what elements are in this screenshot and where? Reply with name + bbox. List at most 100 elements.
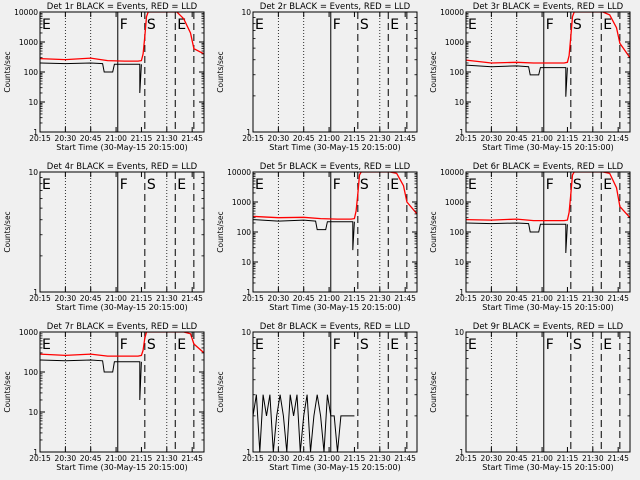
- y-tick-label: 10: [454, 328, 464, 337]
- x-tick-label: 20:45: [506, 454, 528, 463]
- event-marker-label: S: [573, 177, 582, 193]
- y-tick-label: 1: [33, 448, 38, 457]
- x-axis-label: Start Time (30-May-15 20:15:00): [56, 303, 187, 312]
- y-axis-label: Counts/sec: [429, 51, 438, 92]
- event-marker-label: S: [360, 337, 369, 353]
- event-marker-label: S: [360, 177, 369, 193]
- x-tick-label: 21:00: [531, 454, 553, 463]
- x-tick-label: 21:00: [105, 454, 127, 463]
- x-tick-label: 21:00: [318, 294, 340, 303]
- event-marker-label: F: [120, 337, 128, 353]
- x-tick-label: 21:45: [607, 294, 629, 303]
- event-marker-label: E: [177, 337, 186, 353]
- x-axis-label: Start Time (30-May-15 20:15:00): [482, 143, 613, 152]
- event-marker-label: E: [177, 177, 186, 193]
- y-axis-label: Counts/sec: [3, 211, 12, 252]
- x-tick-label: 21:30: [582, 454, 604, 463]
- panel-5: Det 5r BLACK = Events, RED = LLD E F S E 1 10 1…: [216, 162, 418, 312]
- plot-frame: [465, 331, 631, 453]
- panel-3: Det 3r BLACK = Events, RED = LLD E F S E 1 10 1…: [429, 2, 631, 152]
- y-tick-label: 1: [459, 288, 464, 297]
- x-tick-label: 21:45: [607, 134, 629, 143]
- series-line-events: [40, 359, 142, 401]
- y-tick-label: 1000: [445, 198, 464, 207]
- x-tick-label: 20:15: [455, 454, 477, 463]
- event-marker-label: S: [147, 177, 156, 193]
- y-tick-label: 100: [24, 68, 39, 77]
- event-marker-label: E: [255, 17, 264, 33]
- x-tick-label: 21:30: [156, 134, 178, 143]
- x-tick-label: 20:30: [268, 454, 290, 463]
- x-tick-label: 20:30: [481, 294, 503, 303]
- x-tick-label: 21:30: [582, 134, 604, 143]
- y-tick-label: 1: [246, 128, 251, 137]
- x-axis-label: Start Time (30-May-15 20:15:00): [482, 463, 613, 472]
- x-tick-label: 21:45: [607, 454, 629, 463]
- x-tick-label: 21:15: [557, 294, 579, 303]
- x-tick-label: 21:45: [394, 454, 416, 463]
- y-tick-label: 10000: [14, 8, 38, 17]
- x-tick-label: 21:30: [369, 134, 391, 143]
- event-marker-label: E: [468, 17, 477, 33]
- x-axis-label: Start Time (30-May-15 20:15:00): [56, 463, 187, 472]
- x-tick-label: 21:30: [156, 294, 178, 303]
- y-tick-label: 100: [24, 368, 39, 377]
- y-tick-label: 10000: [440, 8, 464, 17]
- x-tick-label: 20:15: [242, 294, 264, 303]
- event-marker-label: E: [177, 17, 186, 33]
- panel-title: Det 3r BLACK = Events, RED = LLD: [473, 2, 624, 12]
- event-marker-label: S: [360, 17, 369, 33]
- x-tick-label: 21:45: [181, 134, 203, 143]
- x-tick-label: 21:15: [557, 134, 579, 143]
- x-tick-label: 21:00: [105, 134, 127, 143]
- y-tick-label: 10: [28, 168, 38, 177]
- series-line-lld: [40, 332, 204, 357]
- y-tick-label: 10000: [440, 168, 464, 177]
- y-tick-label: 10000: [227, 168, 251, 177]
- y-axis-label: Counts/sec: [3, 371, 12, 412]
- event-marker-label: E: [603, 337, 612, 353]
- x-tick-label: 20:15: [455, 134, 477, 143]
- x-tick-label: 21:15: [344, 134, 366, 143]
- panel-title: Det 7r BLACK = Events, RED = LLD: [47, 322, 198, 332]
- x-tick-label: 21:45: [181, 454, 203, 463]
- x-axis-label: Start Time (30-May-15 20:15:00): [56, 143, 187, 152]
- event-marker-label: E: [468, 177, 477, 193]
- x-tick-label: 21:00: [531, 294, 553, 303]
- x-tick-label: 21:15: [344, 454, 366, 463]
- panel-6: Det 6r BLACK = Events, RED = LLD E F S E 1 10 1…: [429, 162, 631, 312]
- x-tick-label: 20:15: [29, 294, 51, 303]
- y-axis-label: Counts/sec: [429, 211, 438, 252]
- plot-frame: [252, 331, 418, 453]
- x-tick-label: 20:15: [242, 134, 264, 143]
- x-tick-label: 21:15: [557, 454, 579, 463]
- panel-title: Det 1r BLACK = Events, RED = LLD: [47, 2, 198, 12]
- y-tick-label: 1: [459, 128, 464, 137]
- x-tick-label: 20:15: [455, 294, 477, 303]
- y-axis-label: Counts/sec: [429, 371, 438, 412]
- event-marker-label: S: [147, 17, 156, 33]
- x-tick-label: 20:30: [55, 454, 77, 463]
- y-tick-label: 1: [459, 448, 464, 457]
- panel-title: Det 9r BLACK = Events, RED = LLD: [473, 322, 624, 332]
- x-tick-label: 21:00: [318, 134, 340, 143]
- panel-title: Det 4r BLACK = Events, RED = LLD: [47, 162, 198, 172]
- event-marker-label: F: [120, 17, 128, 33]
- series-line-events: [40, 62, 142, 94]
- panel-9: Det 9r BLACK = Events, RED = LLD E F S E 1 10 2…: [429, 322, 631, 472]
- x-tick-label: 20:30: [268, 294, 290, 303]
- panel-title: Det 8r BLACK = Events, RED = LLD: [260, 322, 411, 332]
- y-tick-label: 1000: [232, 198, 251, 207]
- plot-frame: [39, 331, 205, 453]
- x-tick-label: 20:45: [293, 134, 315, 143]
- plot-frame: [39, 171, 205, 293]
- x-tick-label: 21:00: [531, 134, 553, 143]
- y-tick-label: 1: [246, 288, 251, 297]
- plot-frame: [252, 11, 418, 133]
- y-tick-label: 10: [454, 98, 464, 107]
- panel-8: Det 8r BLACK = Events, RED = LLD E F S E 1 10 2…: [216, 322, 418, 472]
- x-axis-label: Start Time (30-May-15 20:15:00): [269, 303, 400, 312]
- event-marker-label: E: [42, 17, 51, 33]
- y-tick-label: 10: [454, 258, 464, 267]
